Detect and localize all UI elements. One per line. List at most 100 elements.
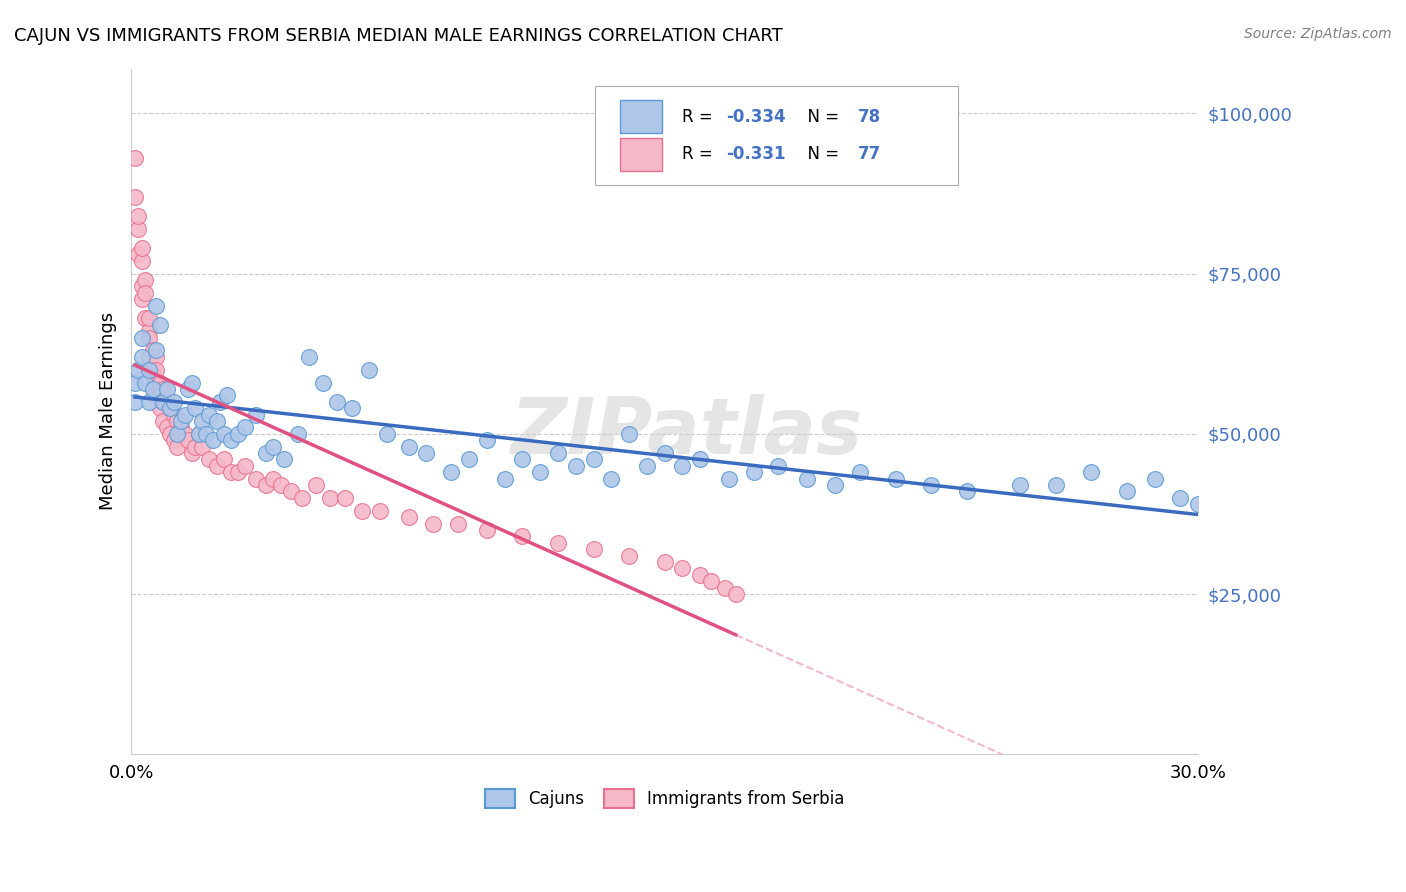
Point	[956, 484, 979, 499]
Point	[375, 426, 398, 441]
Point	[166, 426, 188, 441]
Point	[187, 426, 209, 441]
Point	[138, 394, 160, 409]
Point	[173, 426, 195, 441]
Point	[245, 472, 267, 486]
Point	[1144, 472, 1167, 486]
Point	[884, 472, 907, 486]
Point	[333, 491, 356, 505]
Point	[212, 426, 235, 441]
Point	[138, 311, 160, 326]
Point	[209, 394, 232, 409]
Point	[547, 535, 569, 549]
Point	[233, 458, 256, 473]
Point	[714, 581, 737, 595]
Text: ZIPatlas: ZIPatlas	[510, 394, 862, 470]
Point	[163, 394, 186, 409]
Text: Source: ZipAtlas.com: Source: ZipAtlas.com	[1244, 27, 1392, 41]
Point	[564, 458, 586, 473]
Point	[340, 401, 363, 416]
Point	[700, 574, 723, 589]
Point	[547, 446, 569, 460]
Point	[142, 369, 165, 384]
Point	[305, 478, 328, 492]
Point	[280, 484, 302, 499]
Point	[124, 151, 146, 165]
Point	[291, 491, 314, 505]
Point	[254, 478, 277, 492]
Point	[131, 279, 153, 293]
Text: R =: R =	[682, 145, 717, 163]
Point	[263, 472, 285, 486]
Point	[184, 401, 207, 416]
Point	[138, 362, 160, 376]
Point	[152, 394, 174, 409]
Point	[156, 382, 179, 396]
Text: N =: N =	[797, 108, 844, 126]
Point	[138, 331, 160, 345]
Point	[254, 446, 277, 460]
Point	[205, 414, 228, 428]
Point	[131, 292, 153, 306]
Legend: Cajuns, Immigrants from Serbia: Cajuns, Immigrants from Serbia	[478, 782, 851, 814]
Point	[142, 382, 165, 396]
FancyBboxPatch shape	[595, 86, 957, 185]
Point	[636, 458, 658, 473]
Point	[742, 465, 765, 479]
Point	[226, 465, 249, 479]
Point	[512, 529, 534, 543]
Point	[194, 426, 217, 441]
Point	[138, 324, 160, 338]
Point	[134, 376, 156, 390]
Point	[191, 440, 214, 454]
Point	[134, 285, 156, 300]
Point	[368, 504, 391, 518]
Point	[458, 452, 481, 467]
Point	[582, 542, 605, 557]
Y-axis label: Median Male Earnings: Median Male Earnings	[100, 312, 117, 510]
Point	[142, 382, 165, 396]
Point	[159, 401, 181, 416]
Point	[768, 458, 790, 473]
Point	[202, 434, 225, 448]
Point	[219, 465, 242, 479]
Point	[205, 458, 228, 473]
Point	[134, 311, 156, 326]
Text: 78: 78	[858, 108, 880, 126]
Point	[177, 434, 200, 448]
Point	[124, 394, 146, 409]
Point	[1045, 478, 1067, 492]
Point	[170, 414, 193, 428]
Point	[145, 362, 167, 376]
Text: -0.334: -0.334	[727, 108, 786, 126]
Text: R =: R =	[682, 108, 717, 126]
Point	[149, 401, 172, 416]
Point	[198, 452, 221, 467]
Point	[166, 414, 188, 428]
Point	[138, 350, 160, 364]
Point	[1080, 465, 1102, 479]
Point	[654, 555, 676, 569]
Point	[512, 452, 534, 467]
Point	[191, 414, 214, 428]
Point	[163, 408, 186, 422]
Point	[212, 452, 235, 467]
Point	[326, 394, 349, 409]
Point	[226, 426, 249, 441]
Point	[145, 343, 167, 358]
Point	[1115, 484, 1137, 499]
Point	[398, 510, 420, 524]
Point	[156, 420, 179, 434]
Point	[312, 376, 335, 390]
Point	[159, 401, 181, 416]
Point	[131, 350, 153, 364]
Point	[127, 247, 149, 261]
FancyBboxPatch shape	[620, 100, 662, 133]
Point	[142, 362, 165, 376]
Point	[415, 446, 437, 460]
Point	[689, 452, 711, 467]
Point	[422, 516, 444, 531]
Point	[149, 318, 172, 332]
Point	[170, 420, 193, 434]
Point	[849, 465, 872, 479]
